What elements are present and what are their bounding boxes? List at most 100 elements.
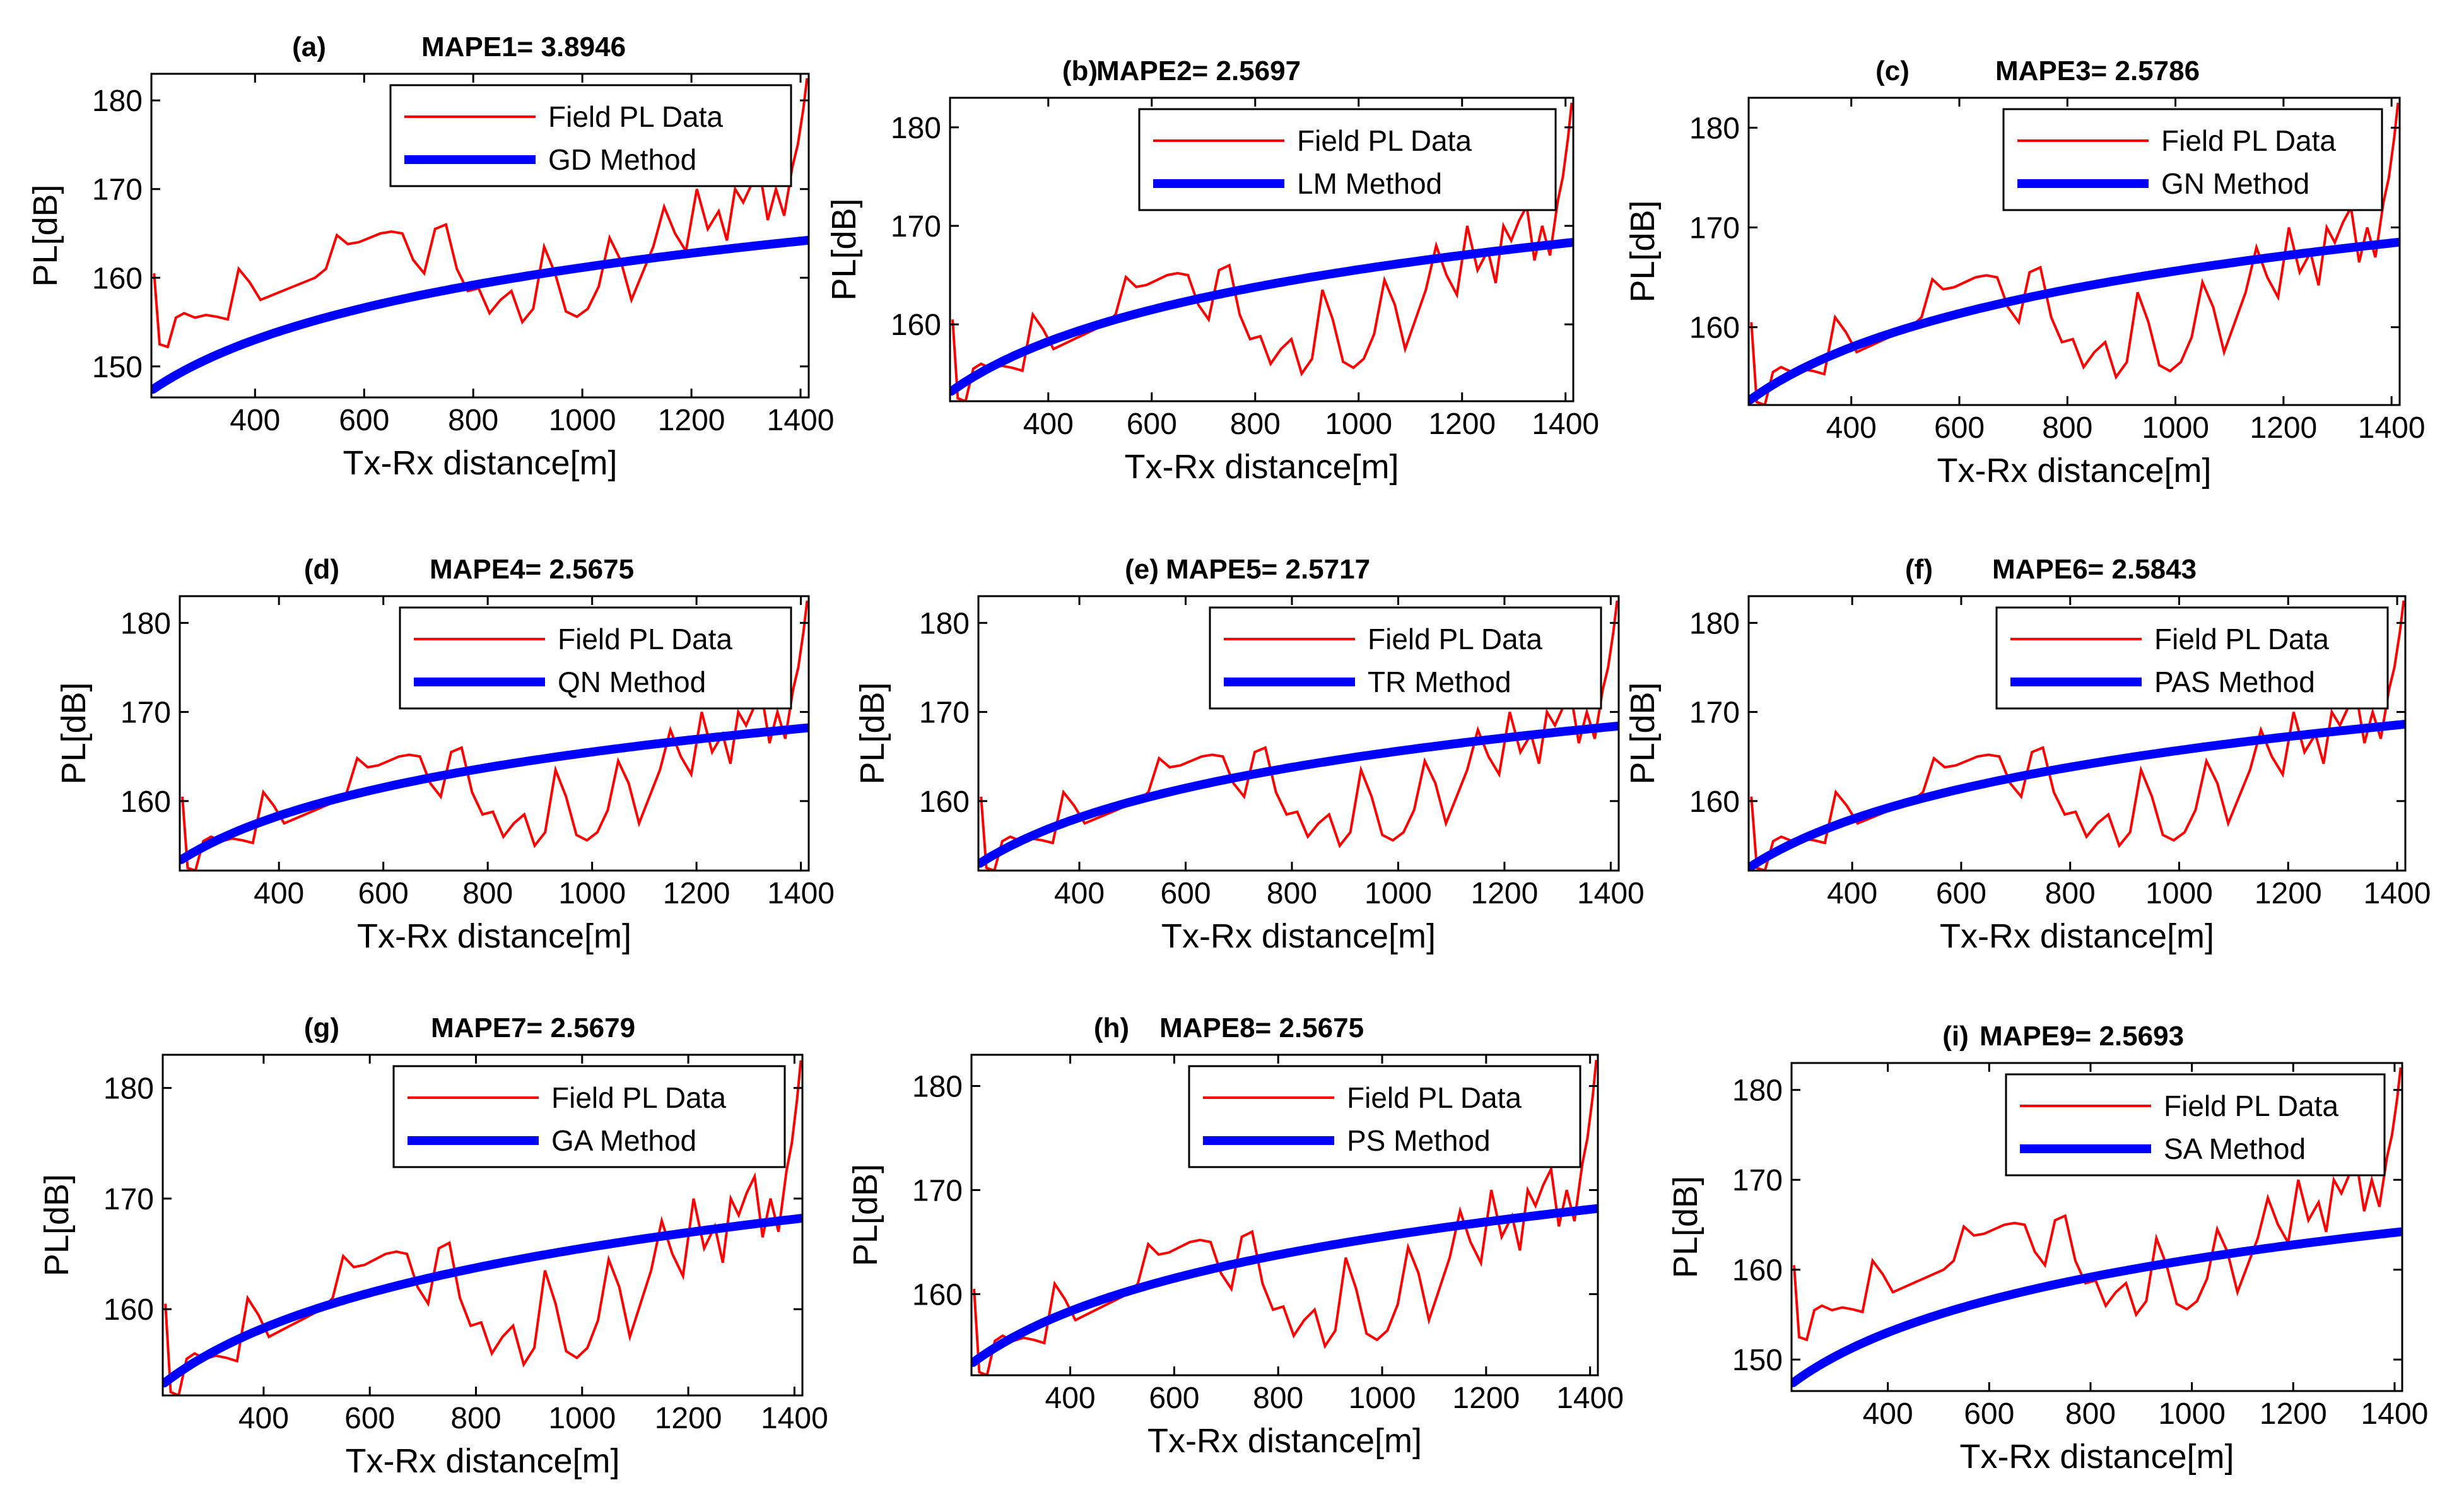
y-tick-label: 180 (919, 607, 970, 640)
mape-title: MAPE3= 2.5786 (1995, 56, 2200, 86)
panel-tag: (g) (304, 1013, 339, 1043)
y-tick-label: 170 (92, 173, 143, 207)
x-tick-label: 1400 (1532, 408, 1599, 441)
legend: Field PL Data PAS Method (1995, 606, 2389, 710)
y-tick-label: 180 (92, 85, 143, 118)
series-field-pl-data (1793, 1067, 2402, 1342)
y-tick-label: 170 (1689, 212, 1740, 245)
panel-tag: (i) (1942, 1021, 1969, 1052)
mape-title: MAPE1= 3.8946 (421, 32, 626, 62)
axes-box (1747, 595, 2407, 872)
series-model-fit (950, 238, 1573, 396)
legend-label-field: Field PL Data (1297, 124, 1472, 157)
x-tick-label: 1200 (655, 1402, 722, 1435)
x-tick-label: 1000 (2142, 411, 2209, 445)
x-tick-label: 600 (1936, 877, 1986, 910)
x-axis-label: Tx-Rx distance[m] (1124, 448, 1399, 486)
x-tick-label: 800 (450, 1402, 501, 1435)
panel-tag: (f) (1905, 554, 1933, 585)
y-tick-label: 180 (1732, 1074, 1783, 1108)
legend-label-field: Field PL Data (558, 623, 732, 655)
x-tick-label: 1200 (663, 877, 730, 910)
series-model-fit (971, 1204, 1598, 1367)
mape-title: MAPE7= 2.5679 (431, 1013, 635, 1043)
x-tick-label: 1000 (548, 1402, 616, 1435)
x-tick-label: 800 (448, 404, 498, 437)
y-tick-label: 180 (1689, 112, 1740, 145)
legend-box (392, 1065, 786, 1168)
y-tick-label: 150 (92, 351, 143, 384)
x-tick-label: 600 (358, 877, 409, 910)
mape-title: MAPE8= 2.5675 (1159, 1013, 1364, 1043)
axes-box (1747, 97, 2401, 406)
mape-title: MAPE2= 2.5697 (1096, 56, 1301, 86)
y-tick-label: 170 (1689, 696, 1740, 730)
legend-label-model: QN Method (558, 666, 706, 698)
x-tick-label: 1400 (1577, 877, 1645, 910)
legend-box (1995, 606, 2389, 710)
x-tick-label: 1000 (2145, 877, 2213, 910)
y-axis-label: PL[dB] (1667, 1176, 1704, 1278)
legend-label-model: PS Method (1347, 1124, 1491, 1157)
panel-tag: (a) (292, 32, 326, 62)
x-axis-label: Tx-Rx distance[m] (357, 917, 631, 955)
legend: Field PL Data SA Method (2005, 1073, 2386, 1177)
x-tick-label: 1200 (2260, 1397, 2327, 1431)
y-tick-label: 160 (1689, 785, 1740, 819)
y-axis-label: PL[dB] (55, 682, 93, 784)
x-tick-label: 1000 (549, 404, 616, 437)
y-tick-label: 180 (120, 607, 171, 640)
x-tick-label: 1200 (1471, 877, 1539, 910)
axes-box (150, 73, 810, 399)
x-tick-label: 800 (462, 877, 513, 910)
y-tick-label: 160 (92, 262, 143, 295)
x-tick-label: 400 (254, 877, 304, 910)
x-tick-label: 800 (1267, 877, 1317, 910)
x-tick-label: 1400 (767, 404, 835, 437)
x-tick-label: 1200 (1428, 408, 1496, 441)
x-tick-label: 400 (1827, 877, 1877, 910)
y-axis-label: PL[dB] (847, 1164, 884, 1266)
y-tick-label: 160 (891, 308, 941, 342)
legend-label-field: Field PL Data (2164, 1089, 2338, 1122)
axes-box (1790, 1062, 2403, 1392)
x-tick-label: 1400 (1556, 1382, 1624, 1415)
mape-title: MAPE5= 2.5717 (1166, 554, 1370, 585)
y-tick-label: 180 (891, 112, 941, 145)
legend-label-field: Field PL Data (2154, 623, 2329, 655)
y-tick-label: 160 (919, 785, 970, 819)
panel-g: (g) MAPE7= 2.5679 400 600 800 1000 1200 1400 160… (38, 1013, 828, 1480)
x-tick-label: 400 (1863, 1397, 1913, 1431)
legend-box (389, 84, 792, 187)
x-axis-label: Tx-Rx distance[m] (343, 444, 617, 482)
x-tick-label: 400 (1054, 877, 1105, 910)
panel-b: (b)MAPE2= 2.5697 400 600 800 1000 1200 1400 160… (825, 56, 1599, 486)
y-axis-label: PL[dB] (38, 1174, 76, 1276)
legend-box (1188, 1065, 1581, 1168)
x-tick-label: 1400 (2361, 1397, 2429, 1431)
legend-box (2005, 1073, 2386, 1177)
legend-label-field: Field PL Data (548, 100, 723, 133)
x-tick-label: 400 (1045, 1382, 1096, 1415)
y-tick-label: 150 (1732, 1344, 1783, 1377)
panel-a: (a) MAPE1= 3.8946 400 600 800 1000 1200 1400 150… (26, 32, 834, 482)
panel-tag: (c) (1875, 56, 1910, 86)
x-tick-label: 1200 (2255, 877, 2322, 910)
series-field-pl-data (951, 102, 1573, 401)
series-model-fit (1749, 238, 2400, 404)
mape-title: MAPE9= 2.5693 (1980, 1021, 2184, 1052)
x-tick-label: 400 (1023, 408, 1074, 441)
legend-label-model: GA Method (551, 1124, 696, 1157)
x-tick-label: 1400 (761, 1402, 828, 1435)
x-tick-label: 1000 (558, 877, 626, 910)
x-tick-label: 400 (1826, 411, 1877, 445)
y-axis-label: PL[dB] (825, 198, 863, 300)
x-tick-label: 800 (2042, 411, 2092, 445)
y-tick-label: 170 (103, 1183, 154, 1216)
x-tick-label: 600 (1964, 1397, 2014, 1431)
series-model-fit (1749, 720, 2405, 871)
x-tick-label: 1200 (658, 404, 725, 437)
axes-box (970, 1054, 1599, 1377)
mape-title: MAPE6= 2.5843 (1992, 554, 2197, 585)
